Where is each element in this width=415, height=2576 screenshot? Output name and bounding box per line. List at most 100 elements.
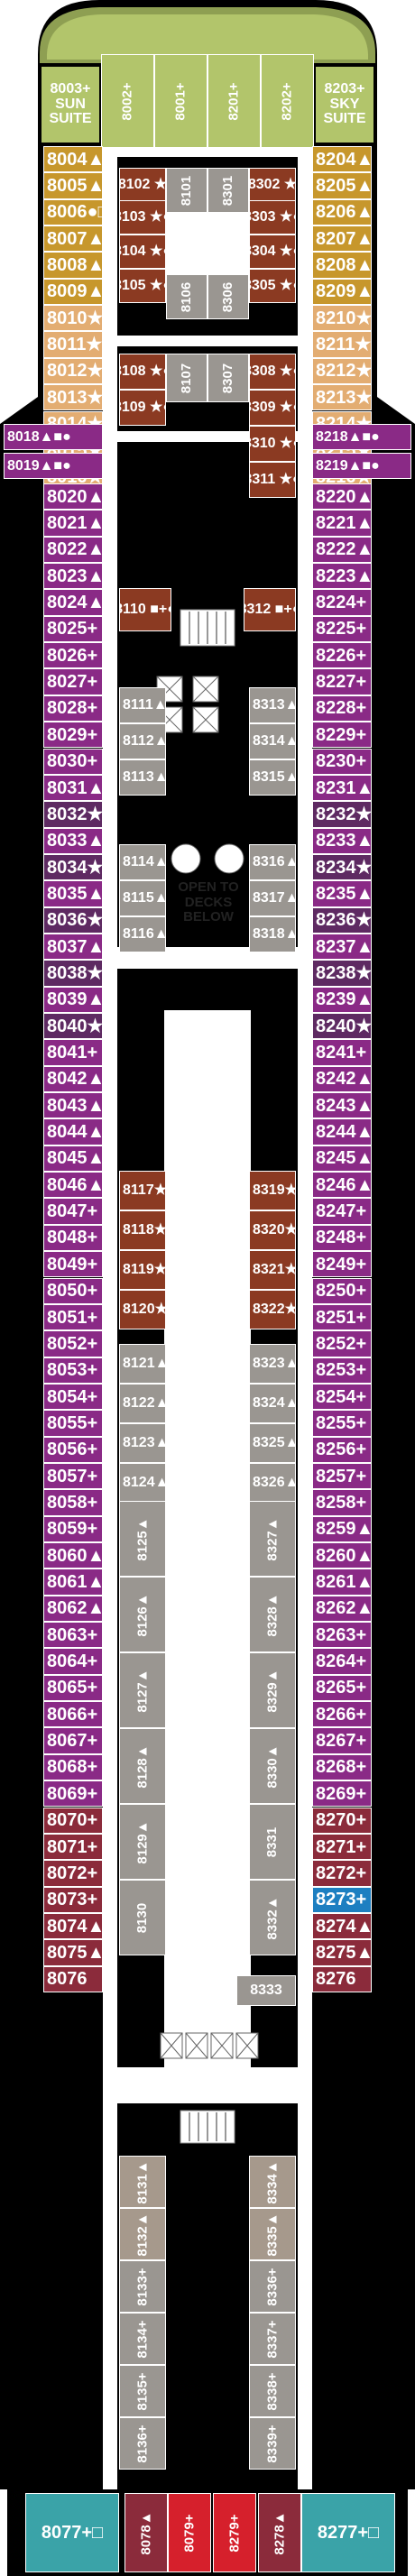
cabin-8328[interactable]: 8328▲ [249,1577,296,1652]
cabin-8006[interactable]: 8006●□ [43,198,103,226]
cabin-8078[interactable]: 8078▲ [124,2493,168,2572]
cabin-8248[interactable]: 8248+ [312,1224,372,1252]
cabin-8055[interactable]: 8055+ [43,1410,103,1437]
cabin-8254[interactable]: 8254+ [312,1383,372,1411]
cabin-8238[interactable]: 8238★ [312,960,372,987]
cabin-8071[interactable]: 8071+ [43,1833,103,1861]
cabin-8052[interactable]: 8052+ [43,1330,103,1357]
cabin-8229[interactable]: 8229+ [312,722,372,749]
cabin-8134[interactable]: 8134+ [119,2313,166,2365]
cabin-8321[interactable]: 8321★ [249,1250,296,1290]
cabin-8108[interactable]: 8108 ★● [119,354,166,390]
cabin-8268[interactable]: 8268+ [312,1753,372,1781]
cabin-8221[interactable]: 8221▲ [312,510,372,537]
cabin-8031[interactable]: 8031▲ [43,774,103,802]
cabin-8011[interactable]: 8011★● [43,331,103,358]
cabin-8247[interactable]: 8247+ [312,1198,372,1225]
cabin-8330[interactable]: 8330▲ [249,1728,296,1804]
cabin-8025[interactable]: 8025+ [43,615,103,643]
cabin-8121[interactable]: 8121▲ [119,1344,166,1384]
cabin-8022[interactable]: 8022▲ [43,536,103,564]
cabin-8218[interactable]: 8218▲■● [312,424,411,451]
cabin-8064[interactable]: 8064+ [43,1648,103,1675]
cabin-8264[interactable]: 8264+ [312,1648,372,1675]
cabin-8227[interactable]: 8227+ [312,668,372,695]
cabin-8212[interactable]: 8212★● [312,357,372,385]
cabin-8334[interactable]: 8334▲ [249,2156,296,2208]
cabin-8253[interactable]: 8253+ [312,1357,372,1384]
cabin-8023[interactable]: 8023▲ [43,563,103,590]
cabin-8128[interactable]: 8128▲ [119,1728,166,1804]
cabin-8061[interactable]: 8061▲ [43,1569,103,1596]
cabin-8040[interactable]: 8040★ [43,1013,103,1040]
cabin-8104[interactable]: 8104 ★● [119,235,166,269]
cabin-8049[interactable]: 8049+ [43,1251,103,1278]
cabin-8039[interactable]: 8039▲ [43,986,103,1013]
cabin-8204[interactable]: 8204▲ [312,146,372,173]
cabin-8114[interactable]: 8114▲ [119,844,166,880]
cabin-8273[interactable]: 8273+ [312,1886,372,1913]
cabin-8312[interactable]: 8312 ■+● [244,588,296,631]
cabin-8213[interactable]: 8213★● [312,384,372,411]
cabin-8059[interactable]: 8059+ [43,1515,103,1542]
cabin-8110[interactable]: 8110 ■+● [119,588,171,631]
cabin-8307[interactable]: 8307 [208,354,249,402]
cabin-8233[interactable]: 8233▲ [312,827,372,854]
cabin-8230[interactable]: 8230+ [312,748,372,775]
cabin-8303[interactable]: 8303 ★● [249,200,296,235]
cabin-8060[interactable]: 8060▲ [43,1542,103,1569]
cabin-8027[interactable]: 8027+ [43,668,103,695]
suite-8001[interactable]: 8001+ [154,54,208,148]
cabin-8044[interactable]: 8044▲ [43,1118,103,1145]
cabin-8237[interactable]: 8237▲ [312,933,372,961]
cabin-8329[interactable]: 8329▲ [249,1652,296,1728]
cabin-8136[interactable]: 8136+ [119,2417,166,2470]
cabin-8106[interactable]: 8106 [166,274,208,319]
cabin-8315[interactable]: 8315▲ [249,759,296,796]
cabin-8206[interactable]: 8206▲□ [312,198,372,226]
cabin-8048[interactable]: 8048+ [43,1224,103,1252]
cabin-8242[interactable]: 8242▲ [312,1065,372,1093]
cabin-8018[interactable]: 8018▲■● [4,424,103,451]
cabin-8068[interactable]: 8068+ [43,1753,103,1781]
cabin-8012[interactable]: 8012★● [43,357,103,385]
cabin-8256[interactable]: 8256+ [312,1436,372,1463]
cabin-8030[interactable]: 8030+ [43,748,103,775]
cabin-8103[interactable]: 8103 ★● [119,200,166,235]
cabin-8056[interactable]: 8056+ [43,1436,103,1463]
cabin-8231[interactable]: 8231▲ [312,774,372,802]
cabin-8047[interactable]: 8047+ [43,1198,103,1225]
cabin-8028[interactable]: 8028+ [43,695,103,722]
cabin-8302[interactable]: 8302 ★ [249,168,296,202]
cabin-8074[interactable]: 8074▲ [43,1912,103,1940]
cabin-8224[interactable]: 8224+ [312,589,372,616]
cabin-8240[interactable]: 8240★ [312,1013,372,1040]
cabin-8116[interactable]: 8116▲ [119,916,166,952]
cabin-8251[interactable]: 8251+ [312,1303,372,1331]
cabin-8109[interactable]: 8109 ★● [119,390,166,426]
cabin-8236[interactable]: 8236★ [312,906,372,934]
cabin-8320[interactable]: 8320★ [249,1210,296,1250]
cabin-8325[interactable]: 8325▲ [249,1423,296,1463]
cabin-8316[interactable]: 8316▲ [249,844,296,880]
cabin-8232[interactable]: 8232★ [312,801,372,828]
cabin-8279[interactable]: 8279+ [213,2493,256,2572]
cabin-8008[interactable]: 8008▲● [43,252,103,279]
cabin-8314[interactable]: 8314▲ [249,723,296,759]
cabin-8124[interactable]: 8124▲ [119,1463,166,1503]
cabin-8309[interactable]: 8309 ★● [249,390,296,426]
cabin-8269[interactable]: 8269+ [312,1780,372,1808]
cabin-8122[interactable]: 8122▲ [119,1384,166,1423]
cabin-8120[interactable]: 8120★ [119,1290,166,1329]
cabin-8054[interactable]: 8054+ [43,1383,103,1411]
cabin-8021[interactable]: 8021▲ [43,510,103,537]
cabin-8135[interactable]: 8135+ [119,2365,166,2417]
cabin-8277[interactable]: 8277+□ [301,2493,395,2572]
cabin-8271[interactable]: 8271+ [312,1833,372,1861]
cabin-8126[interactable]: 8126▲ [119,1577,166,1652]
cabin-8249[interactable]: 8249+ [312,1251,372,1278]
cabin-8210[interactable]: 8210★● [312,305,372,332]
cabin-8041[interactable]: 8041+ [43,1039,103,1066]
cabin-8009[interactable]: 8009▲● [43,278,103,306]
cabin-8053[interactable]: 8053+ [43,1357,103,1384]
